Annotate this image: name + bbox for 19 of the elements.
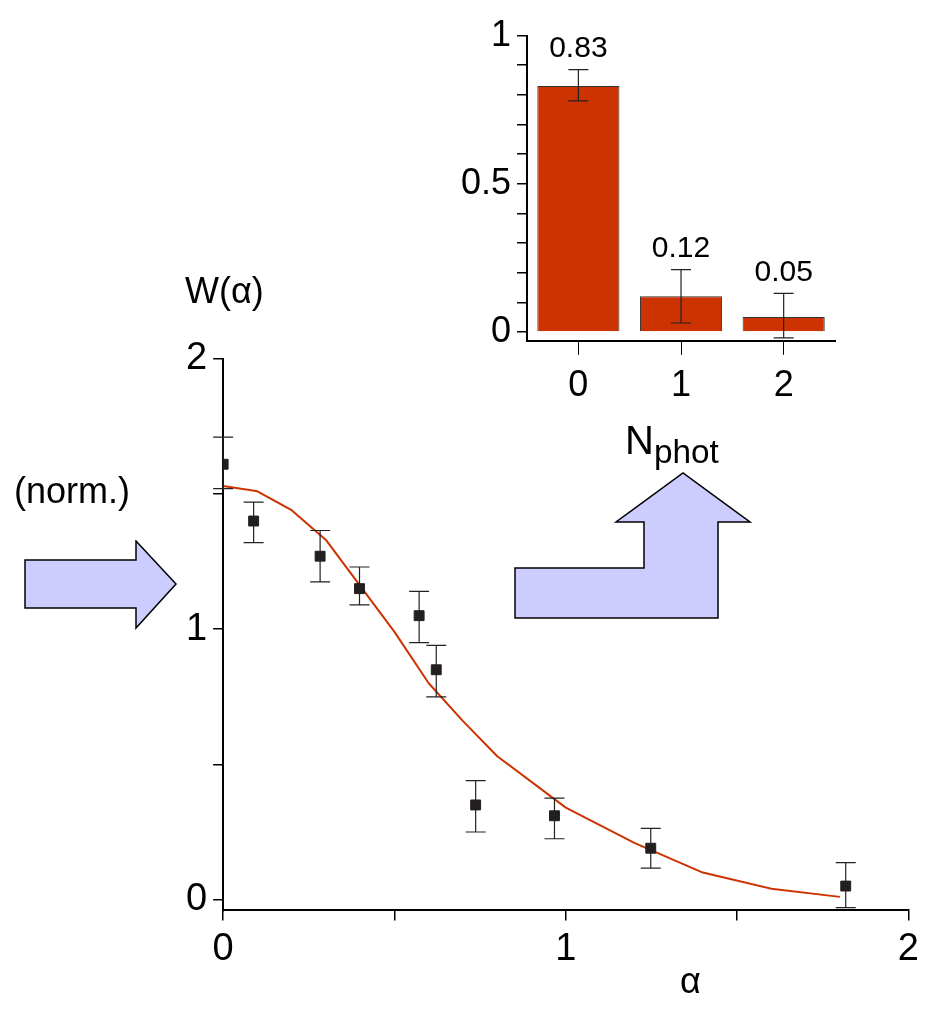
y-tick-label: 1 (185, 605, 208, 648)
y-tick-label: 0 (491, 308, 512, 350)
data-label: 0.12 (651, 229, 711, 263)
data-label: 0.05 (754, 253, 813, 287)
text: (norm.) (14, 470, 130, 512)
x-tick-label: 2 (897, 925, 919, 968)
x-axis-title: N$_{phot}$ (625, 418, 719, 471)
x-axis-title: α (680, 960, 701, 1002)
x-tick-label: 1 (555, 925, 577, 968)
data-label: 0.83 (549, 29, 608, 63)
y-axis-title: W(α) (185, 270, 264, 312)
y-tick-label: 0 (185, 876, 208, 919)
y-tick-label: 0.5 (461, 160, 512, 202)
x-tick-label: 0 (212, 925, 234, 968)
x-tick-label: 0 (568, 363, 589, 405)
x-tick-label: 2 (773, 363, 794, 405)
y-tick-label: 1 (491, 12, 512, 54)
x-tick-label: 1 (671, 363, 692, 405)
y-tick-label: 2 (185, 335, 208, 378)
